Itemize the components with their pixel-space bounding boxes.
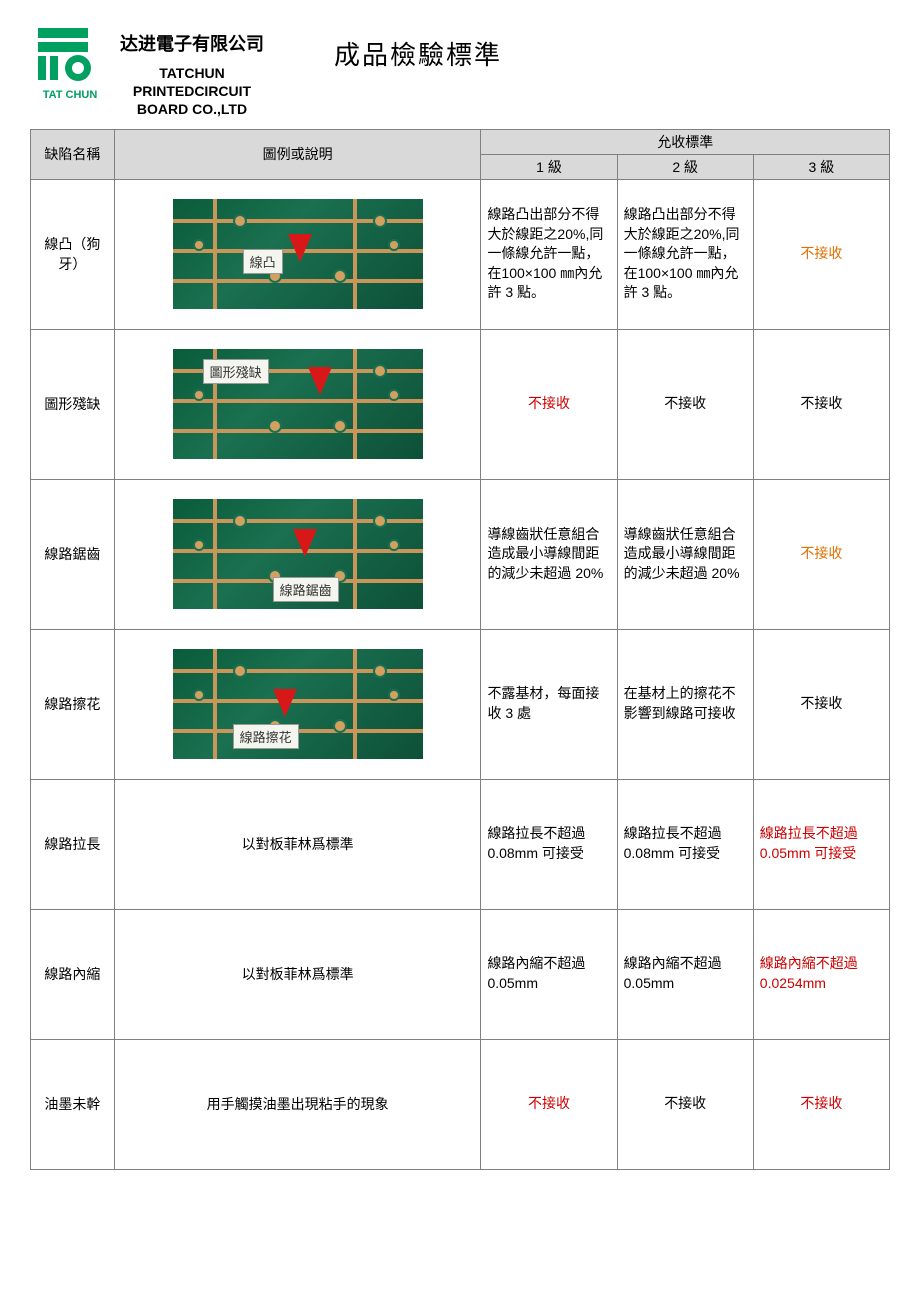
level3-cell: 線路內縮不超過0.0254mm (753, 909, 889, 1039)
illustration-cell: 線凸 (114, 179, 481, 329)
th-level3: 3 級 (753, 154, 889, 179)
table-row: 圖形殘缺 圖形殘缺 不接收不接收不接收 (31, 329, 890, 479)
level3-cell: 不接收 (753, 329, 889, 479)
level2-cell: 不接收 (617, 1039, 753, 1169)
defect-name-cell: 線路內縮 (31, 909, 115, 1039)
table-row: 線路鋸齒 線路鋸齒 導線齒狀任意組合造成最小導線間距的減少未超過 20%導線齒狀… (31, 479, 890, 629)
table-row: 油墨未幹用手觸摸油墨出現粘手的現象不接收不接收不接收 (31, 1039, 890, 1169)
table-body: 線凸（狗牙） 線凸 線路凸出部分不得大於線距之20%,同一條線允許一點，在100… (31, 179, 890, 1169)
defect-label-tag: 線路鋸齒 (273, 577, 339, 602)
level1-cell: 線路凸出部分不得大於線距之20%,同一條線允許一點，在100×100 ㎜內允許 … (481, 179, 617, 329)
level2-cell: 線路凸出部分不得大於線距之20%,同一條線允許一點，在100×100 ㎜內允許 … (617, 179, 753, 329)
th-level2: 2 級 (617, 154, 753, 179)
level1-cell: 不接收 (481, 1039, 617, 1169)
illustration-cell: 線路擦花 (114, 629, 481, 779)
illustration-cell: 線路鋸齒 (114, 479, 481, 629)
company-name-cn: 达进電子有限公司 (120, 30, 264, 56)
level1-cell: 不露基材，每面接收 3 處 (481, 629, 617, 779)
table-header: 缺陷名稱 圖例或說明 允收標準 1 級 2 級 3 級 (31, 129, 890, 179)
th-defect: 缺陷名稱 (31, 129, 115, 179)
level1-cell: 導線齒狀任意組合造成最小導線間距的減少未超過 20% (481, 479, 617, 629)
defect-name-cell: 線凸（狗牙） (31, 179, 115, 329)
illustration-cell: 以對板菲林爲標準 (114, 909, 481, 1039)
document-title: 成品檢驗標準 (334, 35, 502, 72)
level2-cell: 不接收 (617, 329, 753, 479)
table-row: 線凸（狗牙） 線凸 線路凸出部分不得大於線距之20%,同一條線允許一點，在100… (31, 179, 890, 329)
pcb-illustration: 線路鋸齒 (173, 499, 423, 609)
pcb-illustration: 圖形殘缺 (173, 349, 423, 459)
level3-cell: 不接收 (753, 479, 889, 629)
defect-arrow-icon (308, 367, 332, 395)
level3-cell: 不接收 (753, 629, 889, 779)
defect-name-cell: 線路鋸齒 (31, 479, 115, 629)
level3-cell: 線路拉長不超過0.05mm 可接受 (753, 779, 889, 909)
th-acceptance: 允收標準 (481, 129, 890, 154)
document-header: TAT CHUN 达进電子有限公司 TATCHUN PRINTEDCIRCUIT… (30, 20, 890, 119)
th-illustration: 圖例或說明 (114, 129, 481, 179)
defect-name-cell: 線路拉長 (31, 779, 115, 909)
level2-cell: 在基材上的擦花不影響到線路可接收 (617, 629, 753, 779)
level2-cell: 導線齒狀任意組合造成最小導線間距的減少未超過 20% (617, 479, 753, 629)
pcb-illustration: 線凸 (173, 199, 423, 309)
illustration-cell: 用手觸摸油墨出現粘手的現象 (114, 1039, 481, 1169)
defect-label-tag: 圖形殘缺 (203, 359, 269, 384)
level2-cell: 線路拉長不超過0.08mm 可接受 (617, 779, 753, 909)
illustration-cell: 圖形殘缺 (114, 329, 481, 479)
level3-cell: 不接收 (753, 1039, 889, 1169)
level1-cell: 線路拉長不超過0.08mm 可接受 (481, 779, 617, 909)
level1-cell: 不接收 (481, 329, 617, 479)
svg-text:TAT CHUN: TAT CHUN (43, 89, 98, 101)
table-row: 線路拉長以對板菲林爲標準線路拉長不超過0.08mm 可接受線路拉長不超過0.08… (31, 779, 890, 909)
defect-arrow-icon (293, 529, 317, 557)
company-logo: TAT CHUN (30, 20, 110, 105)
defect-arrow-icon (288, 234, 312, 262)
level2-cell: 線路內縮不超過0.05mm (617, 909, 753, 1039)
pcb-illustration: 線路擦花 (173, 649, 423, 759)
th-level1: 1 級 (481, 154, 617, 179)
level3-cell: 不接收 (753, 179, 889, 329)
defect-arrow-icon (273, 689, 297, 717)
table-row: 線路內縮以對板菲林爲標準線路內縮不超過0.05mm線路內縮不超過0.05mm線路… (31, 909, 890, 1039)
defect-label-tag: 線路擦花 (233, 724, 299, 749)
defect-name-cell: 圖形殘缺 (31, 329, 115, 479)
company-name-en: TATCHUN PRINTEDCIRCUIT BOARD CO.,LTD (120, 64, 264, 119)
table-row: 線路擦花 線路擦花 不露基材，每面接收 3 處在基材上的擦花不影響到線路可接收不… (31, 629, 890, 779)
defect-name-cell: 線路擦花 (31, 629, 115, 779)
company-names: 达进電子有限公司 TATCHUN PRINTEDCIRCUIT BOARD CO… (120, 20, 264, 119)
standards-table: 缺陷名稱 圖例或說明 允收標準 1 級 2 級 3 級 線凸（狗牙） 線凸 線路… (30, 129, 890, 1170)
level1-cell: 線路內縮不超過0.05mm (481, 909, 617, 1039)
illustration-cell: 以對板菲林爲標準 (114, 779, 481, 909)
defect-name-cell: 油墨未幹 (31, 1039, 115, 1169)
defect-label-tag: 線凸 (243, 249, 283, 274)
